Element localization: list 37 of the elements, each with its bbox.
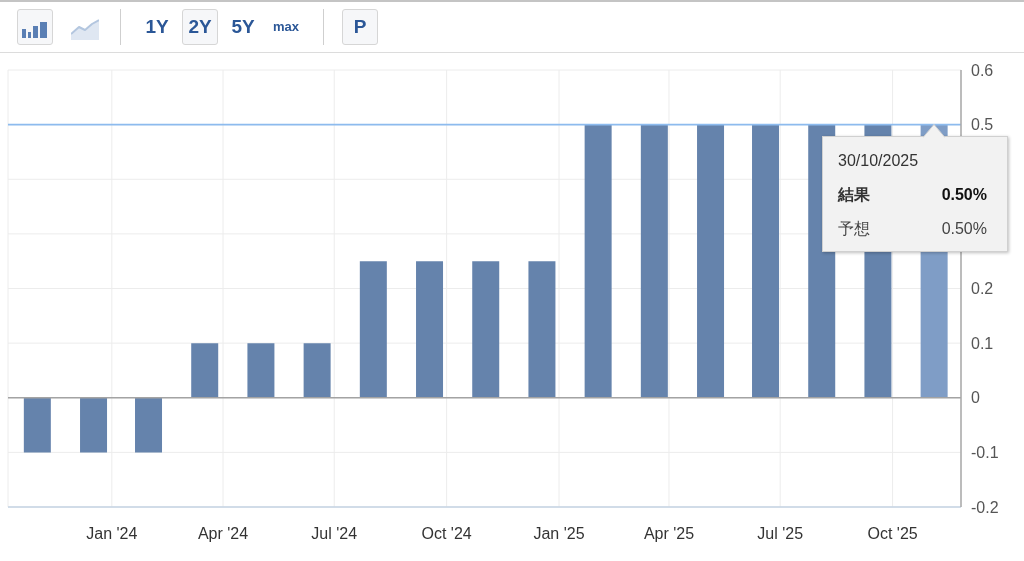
bar bbox=[584, 124, 612, 398]
y-tick-label: 0.5 bbox=[971, 116, 994, 134]
annotation: 結果 bbox=[838, 186, 870, 204]
x-tick-label: Jul '24 bbox=[311, 525, 358, 543]
bar bbox=[359, 261, 387, 398]
annotation: 0.50% bbox=[941, 220, 987, 238]
bar bbox=[697, 124, 725, 398]
bar bbox=[191, 343, 219, 398]
bar bbox=[752, 124, 780, 398]
button: P bbox=[342, 9, 378, 45]
y-tick-label: -0.1 bbox=[971, 444, 999, 462]
bar bbox=[640, 124, 668, 398]
x-tick-label: Apr '24 bbox=[197, 525, 249, 543]
x-tick-label: Oct '24 bbox=[421, 525, 472, 543]
bar bbox=[247, 343, 275, 398]
bar bbox=[416, 261, 444, 398]
annotation: 予想 bbox=[838, 220, 870, 238]
bar bbox=[23, 397, 51, 453]
y-tick-label: 0 bbox=[971, 389, 980, 407]
x-tick-label: Jan '24 bbox=[86, 525, 138, 543]
annotation: 30/10/2025 bbox=[838, 152, 919, 170]
bar bbox=[472, 261, 500, 398]
y-tick-label: 0.1 bbox=[971, 334, 994, 352]
bar bbox=[80, 397, 108, 453]
x-tick-label: Jul '25 bbox=[757, 525, 804, 543]
y-tick-label: 0.2 bbox=[971, 280, 994, 298]
y-tick-label: 0.6 bbox=[971, 61, 994, 79]
toolbar: 1Y 2Y 5Y max P bbox=[0, 0, 1024, 53]
x-tick-label: Oct '25 bbox=[867, 525, 918, 543]
annotation: 0.50% bbox=[941, 186, 987, 204]
bar bbox=[303, 343, 331, 398]
y-tick-label: -0.2 bbox=[971, 498, 999, 516]
x-tick-label: Apr '25 bbox=[643, 525, 695, 543]
button: 2Y bbox=[182, 9, 218, 45]
bar bbox=[135, 397, 163, 453]
bar bbox=[528, 261, 556, 398]
x-tick-label: Jan '25 bbox=[533, 525, 585, 543]
